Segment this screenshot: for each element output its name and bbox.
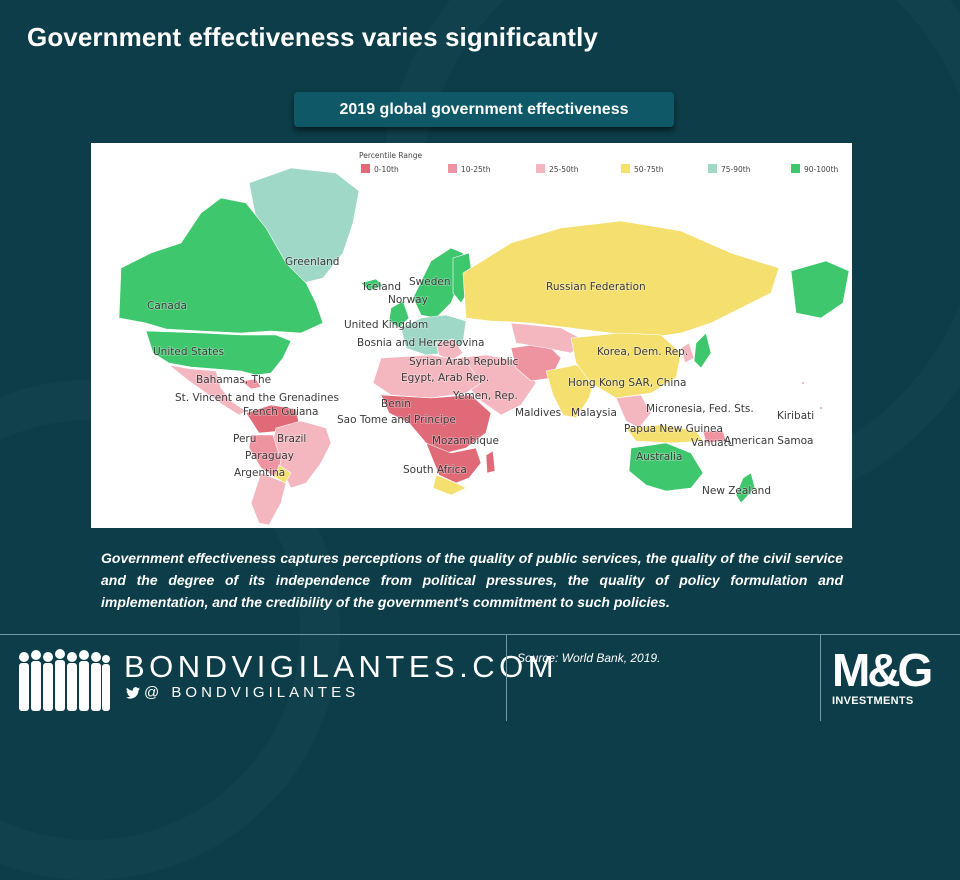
country-label: Korea, Dem. Rep. bbox=[597, 346, 688, 358]
country-label: Egypt, Arab Rep. bbox=[401, 372, 489, 384]
description-text: Government effectiveness captures percep… bbox=[101, 547, 843, 613]
legend-swatch bbox=[448, 164, 457, 173]
country-label: United Kingdom bbox=[344, 319, 428, 331]
source-note: Source: World Bank, 2019. bbox=[517, 651, 660, 665]
country-label: Sao Tome and Principe bbox=[337, 414, 456, 426]
legend-item: 90-100th bbox=[791, 164, 839, 174]
footer-divider bbox=[820, 635, 821, 721]
country-label: Australia bbox=[636, 451, 682, 463]
legend-swatch bbox=[791, 164, 800, 173]
country-label: Sweden bbox=[409, 276, 451, 288]
country-label: Papua New Guinea bbox=[624, 423, 723, 435]
country-label: South Africa bbox=[403, 464, 467, 476]
legend-title: Percentile Range bbox=[359, 151, 423, 160]
country-label: Hong Kong SAR, China bbox=[568, 377, 686, 389]
twitter-icon bbox=[126, 687, 140, 699]
country-label: Yemen, Rep. bbox=[452, 390, 518, 402]
country-label: Malaysia bbox=[571, 407, 617, 419]
legend-swatch bbox=[361, 164, 370, 173]
japan-shape bbox=[694, 333, 711, 368]
legend-item: 25-50th bbox=[536, 164, 579, 174]
madagascar-shape bbox=[486, 451, 495, 473]
pacific-island-dot bbox=[802, 382, 805, 385]
legend-item: 75-90th bbox=[708, 164, 751, 174]
mg-logo-text: M&G bbox=[832, 647, 950, 693]
page-title: Government effectiveness varies signific… bbox=[27, 22, 598, 53]
legend-label: 90-100th bbox=[804, 165, 839, 174]
country-label: Maldives bbox=[515, 407, 561, 419]
brand-name[interactable]: BONDVIGILANTES.COM bbox=[124, 649, 558, 685]
legend-label: 10-25th bbox=[461, 165, 491, 174]
legend-swatch bbox=[621, 164, 630, 173]
legend-label: 50-75th bbox=[634, 165, 664, 174]
legend-label: 25-50th bbox=[549, 165, 579, 174]
country-label: Bahamas, The bbox=[196, 374, 271, 386]
argentina-shape bbox=[251, 473, 286, 525]
legend-label: 75-90th bbox=[721, 165, 751, 174]
map-subtitle: 2019 global government effectiveness bbox=[294, 92, 674, 127]
country-label: Syrian Arab Republic bbox=[409, 356, 519, 368]
map-legend: Percentile Range 0-10th 10-25th 25-50th 50-… bbox=[359, 151, 839, 174]
country-label: United States bbox=[153, 346, 224, 358]
country-label: Brazil bbox=[277, 433, 306, 445]
legend-item: 50-75th bbox=[621, 164, 664, 174]
map-subtitle-text: 2019 global government effectiveness bbox=[340, 101, 629, 119]
mg-investments-logo: M&G INVESTMENTS bbox=[832, 647, 950, 713]
country-label: Argentina bbox=[234, 467, 285, 479]
mg-logo-subtext: INVESTMENTS bbox=[832, 695, 950, 707]
twitter-handle-text: @ BONDVIGILANTES bbox=[144, 684, 359, 701]
country-label: St. Vincent and the Grenadines bbox=[175, 392, 339, 404]
russia-shape bbox=[463, 221, 779, 338]
country-label: Greenland bbox=[285, 256, 339, 268]
twitter-handle[interactable]: @ BONDVIGILANTES bbox=[126, 684, 359, 701]
country-label: Russian Federation bbox=[546, 281, 646, 293]
country-label: Canada bbox=[147, 300, 187, 312]
world-map: Percentile Range 0-10th 10-25th 25-50th 50-… bbox=[91, 143, 852, 528]
legend-item: 10-25th bbox=[448, 164, 491, 174]
country-label: Paraguay bbox=[245, 450, 294, 462]
country-label: New Zealand bbox=[702, 485, 771, 497]
legend-label: 0-10th bbox=[374, 165, 399, 174]
country-label: American Samoa bbox=[724, 435, 814, 447]
alaska-shape bbox=[791, 261, 849, 318]
legend-item: 0-10th bbox=[361, 164, 399, 174]
mexico-shape bbox=[169, 365, 246, 415]
legend-swatch bbox=[708, 164, 717, 173]
pacific-island-dot bbox=[820, 407, 823, 410]
country-label: Iceland bbox=[363, 281, 401, 293]
legend-swatch bbox=[536, 164, 545, 173]
country-label: Bosnia and Herzegovina bbox=[357, 337, 485, 349]
country-label: Mozambique bbox=[432, 435, 499, 447]
country-label: Peru bbox=[233, 433, 256, 445]
country-label: Micronesia, Fed. Sts. bbox=[646, 403, 754, 415]
people-silhouette-logo bbox=[16, 647, 112, 713]
country-label: Kiribati bbox=[777, 410, 814, 422]
footer-divider bbox=[506, 635, 507, 721]
country-label: Norway bbox=[388, 294, 428, 306]
country-label: Benin bbox=[381, 398, 411, 410]
footer: BONDVIGILANTES.COM @ BONDVIGILANTES Sour… bbox=[0, 634, 960, 721]
country-label: French Guiana bbox=[243, 406, 318, 418]
